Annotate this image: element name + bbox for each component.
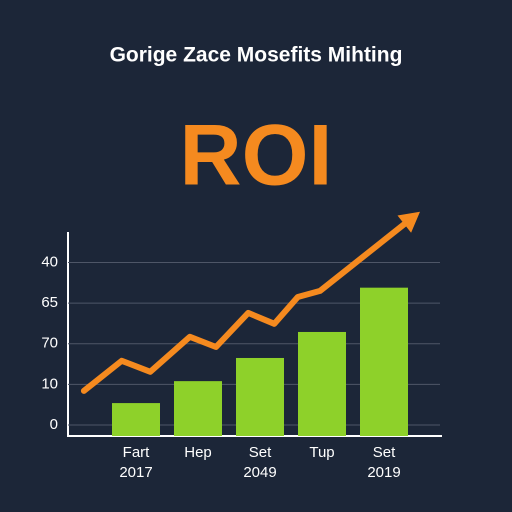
- bar: [360, 287, 408, 436]
- bar: [298, 331, 346, 436]
- x-tick-label: Set: [249, 444, 272, 461]
- chart-title: Gorige Zace Mosefits Mihting: [110, 44, 403, 67]
- x-tick-sublabel: 2019: [367, 464, 400, 481]
- trend-line: [80, 221, 408, 394]
- y-tick-label: 70: [41, 335, 58, 352]
- y-tick-label: 0: [50, 416, 58, 433]
- bar: [174, 381, 222, 436]
- x-tick-sublabel: 2017: [119, 464, 152, 481]
- x-tick-label: Hep: [184, 444, 212, 461]
- bar: [236, 357, 284, 436]
- chart-subtitle: ROI: [180, 108, 333, 204]
- x-tick-sublabel: 2049: [243, 464, 276, 481]
- x-tick-label: Set: [373, 444, 396, 461]
- x-tick-label: Fart: [123, 444, 151, 461]
- y-tick-label: 40: [41, 253, 58, 270]
- trend-arrowhead: [397, 211, 420, 233]
- y-tick-label: 65: [41, 294, 58, 311]
- x-tick-label: Tup: [309, 444, 334, 461]
- bar: [112, 403, 160, 436]
- y-tick-label: 10: [41, 375, 58, 392]
